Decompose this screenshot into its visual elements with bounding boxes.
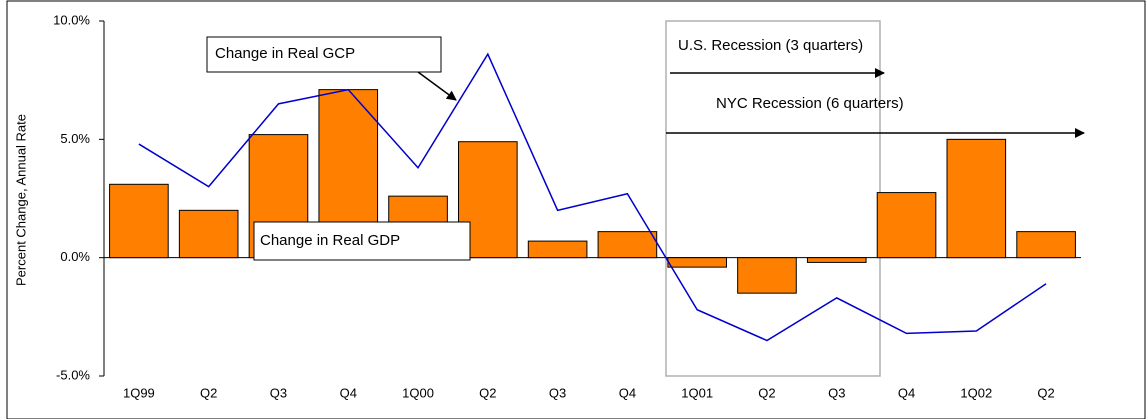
- bar: [527, 240, 588, 259]
- recession-box: [665, 20, 881, 377]
- bar: [178, 209, 239, 259]
- x-tick-label: Q3: [828, 385, 845, 400]
- x-tick-label: 1Q01: [681, 385, 713, 400]
- x-tick-label: Q4: [340, 385, 357, 400]
- y-axis-label: Percent Change, Annual Rate: [13, 114, 28, 286]
- gcp-arrow: [417, 71, 457, 101]
- y-tick-label: -5.0%: [56, 367, 90, 382]
- x-tick-label: Q2: [479, 385, 496, 400]
- bar: [109, 183, 169, 259]
- bar: [667, 257, 727, 268]
- x-tick-label: Q3: [549, 385, 566, 400]
- x-tick-label: Q2: [758, 385, 775, 400]
- plot: -5.0% 0.0% 5.0% 10.0% 1Q99 Q2 Q3 Q4 1Q00 Q2 Q3 Q4 1Q…: [53, 12, 1081, 400]
- y-tick-label: 10.0%: [53, 12, 90, 27]
- y-tick-label: 5.0%: [60, 131, 90, 146]
- x-tick-label: 1Q00: [402, 385, 434, 400]
- annotation: U.S. Recession (3 quarters): [678, 37, 863, 54]
- x-tick-label: Q3: [270, 385, 287, 400]
- x-tick-label: 1Q02: [960, 385, 992, 400]
- bar: [1016, 231, 1076, 259]
- x-tick-label: Q4: [898, 385, 915, 400]
- legend-box: [206, 36, 442, 73]
- bar: [876, 192, 937, 259]
- legend-label: Change in Real GDP: [260, 232, 400, 249]
- x-tick-label: Q2: [1037, 385, 1054, 400]
- frame: [6, 0, 1146, 419]
- x-tick-label: 1Q99: [123, 385, 155, 400]
- bar: [597, 231, 658, 259]
- y-tick-label: 0.0%: [60, 249, 90, 264]
- bar: [806, 257, 867, 263]
- legend-label: Change in Real GCP: [215, 45, 355, 62]
- annotation: NYC Recession (6 quarters): [716, 95, 904, 112]
- x-tick-label: Q2: [200, 385, 217, 400]
- bar: [946, 138, 1007, 259]
- x-tick-label: Q4: [619, 385, 636, 400]
- legend-box: [253, 221, 471, 261]
- annotations: U.S. Recession (3 quarters) NYC Recessio…: [206, 36, 1085, 261]
- bar: [737, 257, 797, 294]
- line: [138, 52, 1047, 342]
